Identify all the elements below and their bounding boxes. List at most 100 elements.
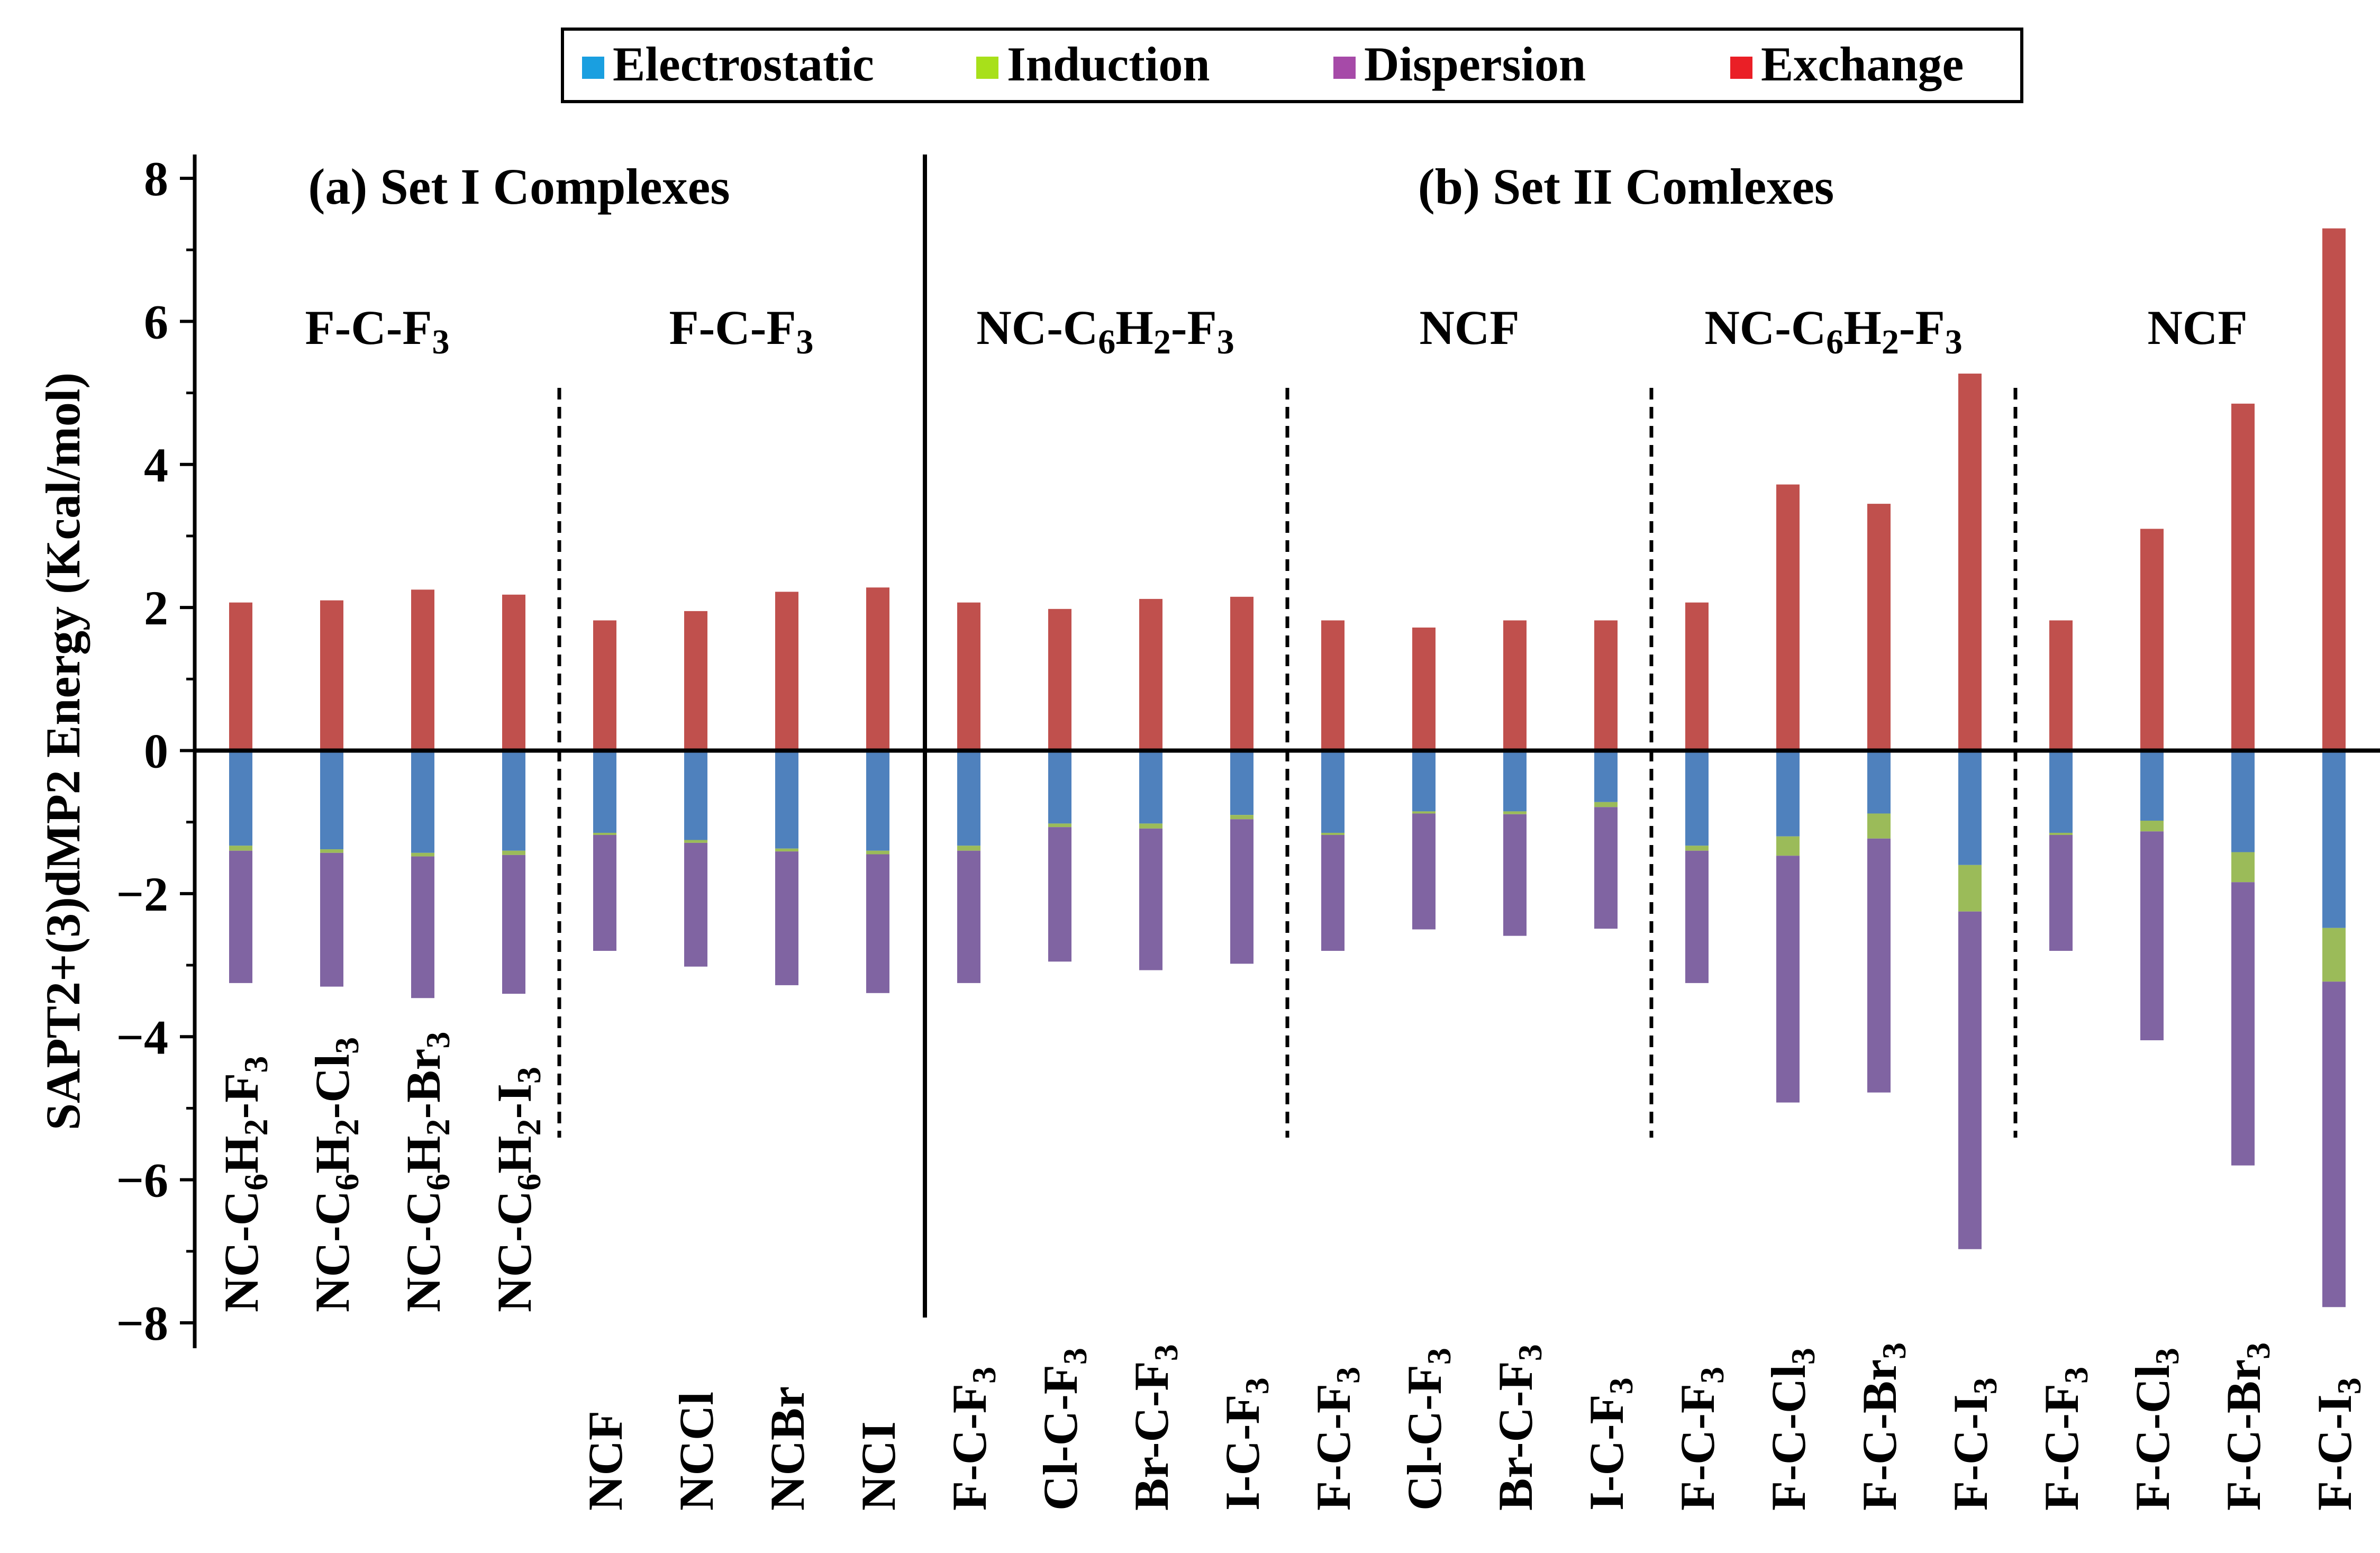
bar-exchange	[411, 589, 434, 751]
bar-electrostatic	[775, 750, 798, 849]
bar-dispersion	[1594, 807, 1618, 929]
bar-exchange	[502, 594, 525, 751]
bar-induction	[1048, 823, 1071, 828]
legend-swatch-induction	[976, 57, 998, 79]
x-tick-label: F-C-Br3	[2217, 1342, 2277, 1511]
x-tick-label: F-C-F3	[1306, 1367, 1367, 1511]
bar-exchange	[2322, 228, 2346, 751]
bar-exchange	[957, 602, 980, 751]
x-axis-tick-labels: NC-C6H2-F3 NC-C6H2-Cl3 NC-C6H2-Br3 NC-C6H2-…	[214, 1032, 2368, 1511]
legend-label-dispersion: Dispersion	[1364, 37, 1586, 91]
group-labels: F-C-F3 F-C-F3 NC-C6H2-F3 NCF NC-C6H2-F3 NCF	[305, 301, 2247, 361]
x-tick-label: NCBr	[760, 1386, 814, 1511]
x-tick-label: NC-C6H2-Cl3	[305, 1037, 366, 1312]
bar-dispersion	[2322, 982, 2346, 1307]
bar-dispersion	[1139, 828, 1162, 970]
bar-dispersion	[957, 850, 980, 983]
y-tick-label: −4	[116, 1010, 168, 1064]
bar-induction	[684, 840, 707, 843]
bar-induction	[775, 848, 798, 852]
bar-electrostatic	[1503, 750, 1527, 812]
bar-electrostatic	[593, 750, 616, 833]
bar-dispersion	[2140, 831, 2164, 1041]
bar-exchange	[229, 602, 252, 751]
x-tick-label: F-C-F3	[2034, 1367, 2095, 1511]
y-tick-label: 2	[144, 581, 168, 635]
bar-electrostatic	[866, 750, 889, 851]
bar-exchange	[2140, 529, 2164, 751]
bar-dispersion	[1412, 813, 1436, 930]
bar-dispersion	[411, 856, 434, 998]
x-tick-label: F-C-F3	[1670, 1367, 1731, 1511]
bar-exchange	[1594, 620, 1618, 751]
group-label: NCF	[2147, 301, 2247, 355]
bar-dispersion	[775, 851, 798, 985]
bar-induction	[320, 849, 343, 853]
bar-dispersion	[1685, 850, 1709, 983]
bar-induction	[2322, 928, 2346, 982]
bar-dispersion	[2231, 882, 2255, 1166]
bar-induction	[957, 846, 980, 851]
legend: Electrostatic Induction Dispersion Exchange	[561, 28, 2023, 103]
legend-label-electrostatic: Electrostatic	[613, 37, 874, 91]
bar-electrostatic	[1321, 750, 1345, 833]
bar-dispersion	[1048, 827, 1071, 962]
group-label: NC-C6H2-F3	[976, 301, 1234, 361]
bar-electrostatic	[2140, 750, 2164, 821]
bar-electrostatic	[1412, 750, 1436, 812]
y-tick-label: −6	[116, 1154, 168, 1207]
legend-label-exchange: Exchange	[1761, 37, 1964, 91]
bar-electrostatic	[1685, 750, 1709, 846]
bar-dispersion	[866, 854, 889, 993]
y-tick-label: 0	[144, 724, 168, 778]
bar-exchange	[593, 620, 616, 751]
x-tick-label: NC-C6H2-Br3	[396, 1032, 457, 1312]
bar-electrostatic	[957, 750, 980, 846]
legend-swatch-dispersion	[1333, 57, 1356, 79]
x-tick-label: F-C-Cl3	[2125, 1348, 2186, 1511]
bar-exchange	[1048, 609, 1071, 751]
x-tick-label: NCCl	[669, 1392, 723, 1511]
bar-induction	[2049, 832, 2073, 835]
bar-induction	[1412, 811, 1436, 814]
x-tick-label: NC-C6H2-F3	[214, 1056, 275, 1312]
bar-dispersion	[1321, 835, 1345, 951]
bar-electrostatic	[502, 750, 525, 851]
bar-exchange	[1139, 598, 1162, 751]
x-tick-label: Cl-C-F3	[1033, 1348, 1094, 1511]
bar-induction	[866, 850, 889, 855]
bar-exchange	[866, 587, 889, 751]
bar-induction	[1503, 811, 1527, 814]
bar-electrostatic	[1594, 750, 1618, 802]
group-label: NCF	[1419, 301, 1519, 355]
bar-exchange	[320, 600, 343, 751]
panel-title-set-ii: (b) Set II Comlexes	[1418, 158, 1834, 215]
bar-induction	[1594, 802, 1618, 807]
bar-electrostatic	[684, 750, 707, 840]
y-tick-label: 4	[144, 438, 168, 492]
bar-dispersion	[684, 842, 707, 967]
bar-electrostatic	[229, 750, 252, 846]
bar-induction	[1958, 865, 1982, 912]
bar-exchange	[1958, 374, 1982, 751]
bar-dispersion	[229, 850, 252, 983]
x-tick-label: F-C-F3	[942, 1367, 1003, 1511]
bar-induction	[1776, 836, 1800, 856]
legend-box	[561, 28, 2023, 103]
bar-electrostatic	[1776, 750, 1800, 837]
bar-electrostatic	[2322, 750, 2346, 928]
bar-dispersion	[2049, 835, 2073, 951]
group-label: NC-C6H2-F3	[1704, 301, 1962, 361]
x-tick-label: F-C-I3	[1943, 1377, 2004, 1511]
bar-exchange	[1321, 620, 1345, 751]
bar-exchange	[1867, 504, 1891, 751]
bar-electrostatic	[411, 750, 434, 853]
bar-induction	[1230, 815, 1253, 820]
bar-induction	[2140, 820, 2164, 832]
bar-dispersion	[593, 835, 616, 951]
bar-dispersion	[1230, 819, 1253, 964]
y-tick-label: −2	[116, 867, 168, 921]
group-label: F-C-F3	[305, 301, 449, 361]
legend-swatch-exchange	[1730, 57, 1752, 79]
bar-electrostatic	[1139, 750, 1162, 824]
